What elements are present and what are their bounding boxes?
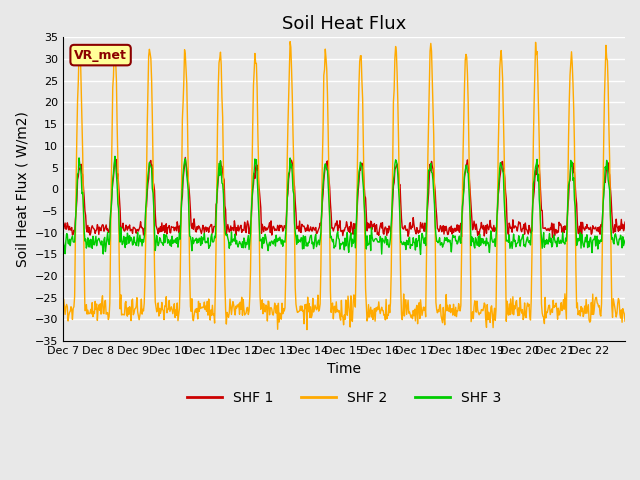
SHF 3 bbox=[229, 238, 237, 244]
SHF 3 bbox=[278, 237, 286, 242]
SHF 2 bbox=[256, 293, 264, 299]
SHF 3 bbox=[435, 238, 443, 243]
Legend: SHF 1, SHF 2, SHF 3: SHF 1, SHF 2, SHF 3 bbox=[181, 385, 506, 410]
SHF 2 bbox=[621, 318, 629, 324]
SHF 3 bbox=[59, 236, 67, 242]
SHF 1 bbox=[278, 223, 286, 229]
SHF 3 bbox=[403, 238, 410, 243]
SHF 3 bbox=[417, 252, 424, 257]
Line: SHF 1: SHF 1 bbox=[63, 157, 625, 238]
SHF 2 bbox=[403, 304, 411, 310]
Line: SHF 3: SHF 3 bbox=[63, 156, 625, 254]
Title: Soil Heat Flux: Soil Heat Flux bbox=[282, 15, 406, 33]
SHF 3 bbox=[111, 154, 119, 159]
SHF 2 bbox=[278, 316, 285, 322]
SHF 1 bbox=[621, 219, 629, 225]
SHF 2 bbox=[286, 39, 294, 45]
SHF 1 bbox=[257, 205, 264, 211]
SHF 2 bbox=[303, 327, 311, 333]
X-axis label: Time: Time bbox=[327, 361, 361, 375]
SHF 1 bbox=[403, 228, 410, 233]
Line: SHF 2: SHF 2 bbox=[63, 42, 625, 330]
SHF 3 bbox=[621, 237, 629, 243]
SHF 2 bbox=[59, 312, 67, 318]
SHF 3 bbox=[257, 237, 264, 243]
SHF 2 bbox=[125, 312, 132, 317]
SHF 1 bbox=[435, 226, 442, 232]
SHF 1 bbox=[182, 155, 189, 160]
SHF 3 bbox=[126, 233, 134, 239]
SHF 1 bbox=[548, 235, 556, 240]
SHF 1 bbox=[229, 225, 237, 231]
SHF 2 bbox=[435, 309, 443, 314]
SHF 1 bbox=[125, 225, 132, 231]
SHF 2 bbox=[228, 304, 236, 310]
SHF 1 bbox=[59, 224, 67, 229]
Y-axis label: Soil Heat Flux ( W/m2): Soil Heat Flux ( W/m2) bbox=[15, 111, 29, 267]
Text: VR_met: VR_met bbox=[74, 48, 127, 61]
